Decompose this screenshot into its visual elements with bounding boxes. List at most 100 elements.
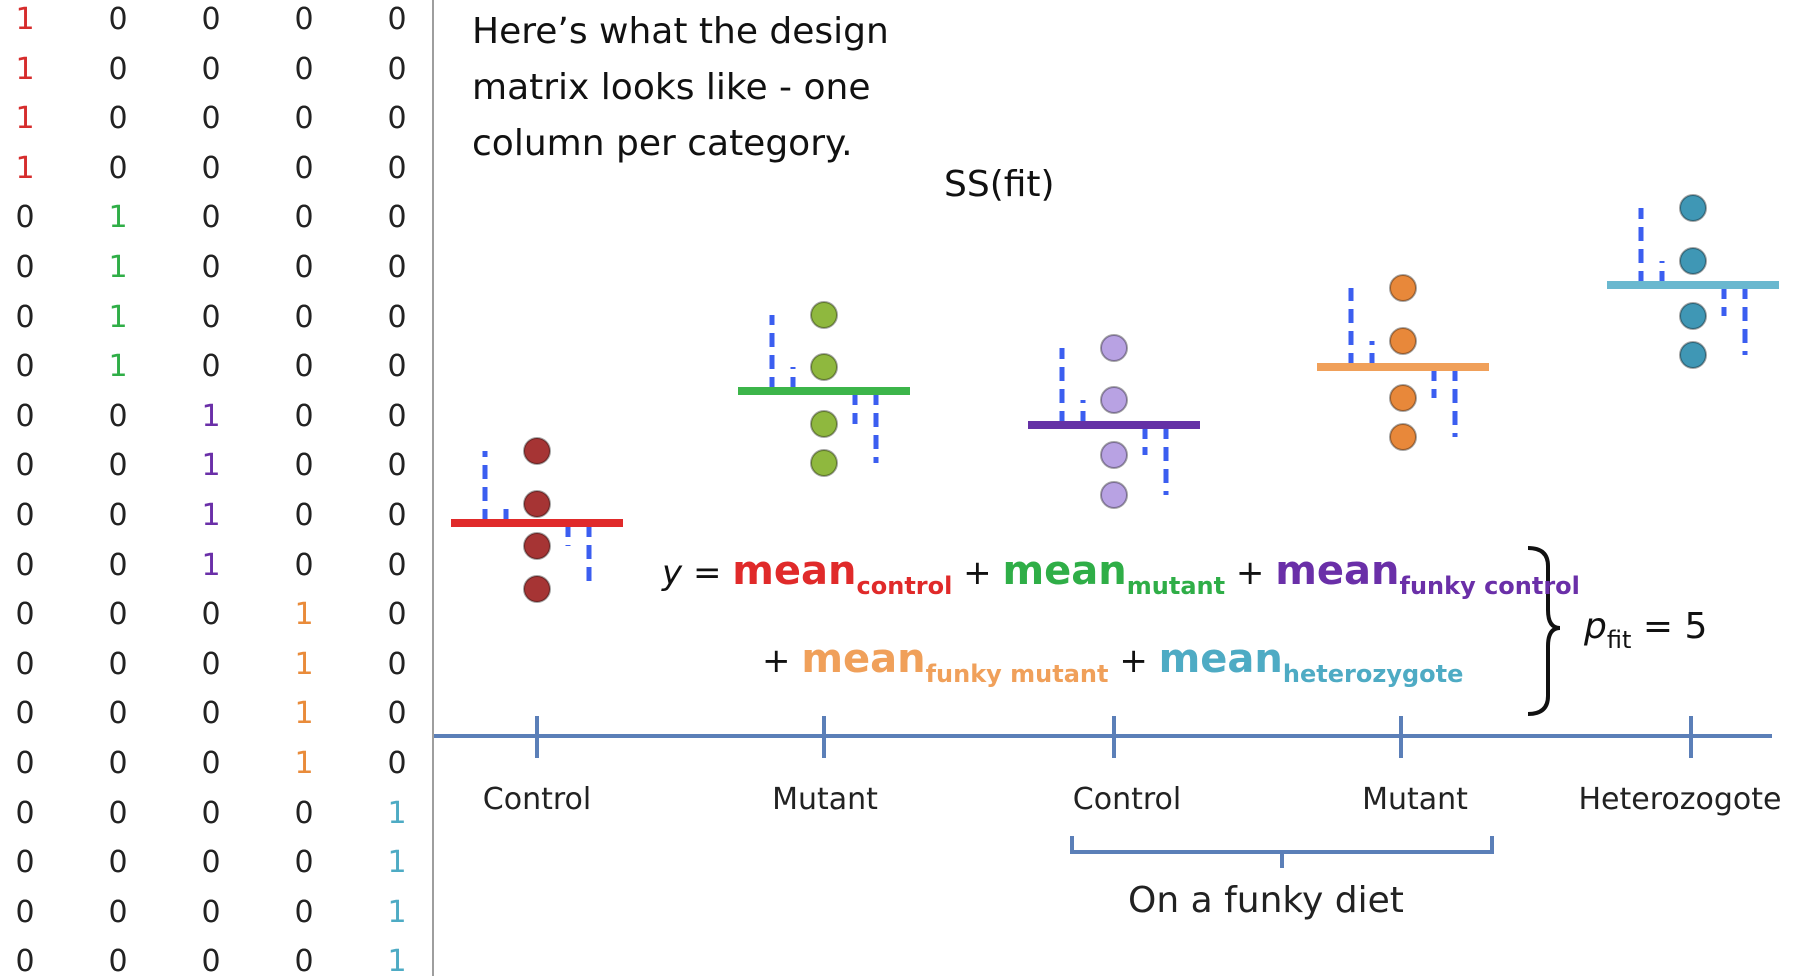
matrix-cell: 0	[294, 200, 314, 236]
matrix-cell: 1	[387, 894, 407, 930]
matrix-cell: 0	[387, 2, 407, 37]
x-label-mutant: Mutant	[772, 782, 878, 817]
matrix-cell: 0	[15, 696, 35, 732]
matrix-cell: 0	[201, 200, 221, 236]
matrix-cell: 0	[15, 200, 35, 236]
x-label-funky-control: Control	[1072, 782, 1182, 817]
eq-term-mutant: meanmutant	[1002, 548, 1226, 600]
matrix-cell: 0	[387, 200, 407, 236]
matrix-cell: 0	[201, 51, 221, 87]
matrix-cell: 1	[108, 299, 128, 335]
matrix-cell: 0	[15, 746, 35, 781]
funky-diet-label: On a funky diet	[1128, 880, 1404, 921]
matrix-cell: 1	[294, 746, 314, 781]
eq-plus-1: +	[963, 553, 992, 593]
matrix-cell: 1	[108, 250, 128, 285]
matrix-cell: 0	[387, 448, 407, 484]
matrix-cell: 1	[387, 944, 407, 976]
matrix-cell: 0	[108, 547, 128, 583]
data-point	[523, 437, 551, 465]
matrix-cell: 0	[294, 150, 314, 186]
eq-plus-3: +	[762, 641, 791, 681]
matrix-cell: 1	[15, 150, 35, 186]
matrix-cell: 1	[387, 845, 407, 881]
matrix-cell: 0	[201, 696, 221, 732]
matrix-cell: 0	[108, 646, 128, 682]
matrix-cell: 1	[201, 398, 221, 434]
matrix-cell: 0	[387, 398, 407, 434]
matrix-cell: 0	[294, 944, 314, 976]
matrix-cell: 0	[108, 597, 128, 633]
matrix-cell: 0	[294, 398, 314, 434]
matrix-cell: 0	[387, 696, 407, 732]
matrix-cell: 0	[108, 398, 128, 434]
data-point	[810, 301, 838, 329]
equation-line-1: y = meancontrol + meanmutant + meanfunky…	[662, 548, 1580, 600]
matrix-cell: 0	[108, 498, 128, 533]
data-point	[1100, 386, 1128, 414]
matrix-cell: 1	[294, 597, 314, 633]
matrix-cell: 0	[201, 150, 221, 186]
data-point	[810, 410, 838, 438]
design-matrix: 1 0 0 0 0 1 0 0 0 0 1 0 0 0 0 1 0 0 0 0 0 1 0 0 0 0 1 0 0 0 0 1 0 0 0 0 1 0 0 0…	[0, 0, 432, 976]
p-fit-label: pfit = 5	[1584, 606, 1708, 654]
matrix-cell: 0	[201, 349, 221, 385]
matrix-cell: 0	[294, 547, 314, 583]
eq-plus-2: +	[1235, 553, 1265, 593]
matrix-cell: 0	[294, 448, 314, 484]
matrix-cell: 0	[387, 150, 407, 186]
matrix-cell: 0	[15, 646, 35, 682]
data-point	[1679, 341, 1707, 369]
matrix-cell: 0	[387, 250, 407, 285]
matrix-cell: 0	[294, 2, 314, 37]
diet-bracket	[1070, 836, 1494, 868]
data-point	[810, 449, 838, 477]
matrix-cell: 0	[201, 646, 221, 682]
matrix-cell: 0	[294, 894, 314, 930]
matrix-cell: 0	[15, 398, 35, 434]
matrix-cell: 0	[201, 795, 221, 831]
data-point	[810, 353, 838, 381]
matrix-cell: 0	[294, 795, 314, 831]
matrix-cell: 1	[294, 696, 314, 732]
matrix-cell: 0	[201, 299, 221, 335]
matrix-cell: 0	[15, 547, 35, 583]
data-point	[1389, 327, 1417, 355]
matrix-cell: 0	[387, 646, 407, 682]
matrix-cell: 1	[201, 498, 221, 533]
matrix-cell: 0	[387, 597, 407, 633]
matrix-cell: 0	[387, 299, 407, 335]
matrix-cell: 0	[108, 746, 128, 781]
matrix-cell: 0	[15, 894, 35, 930]
matrix-cell: 0	[387, 51, 407, 87]
matrix-cell: 0	[294, 101, 314, 137]
data-point	[1100, 441, 1128, 469]
matrix-cell: 1	[108, 349, 128, 385]
matrix-cell: 0	[15, 795, 35, 831]
matrix-cell: 0	[294, 349, 314, 385]
matrix-cell: 0	[294, 51, 314, 87]
matrix-cell: 0	[108, 696, 128, 732]
matrix-cell: 0	[201, 944, 221, 976]
matrix-cell: 0	[108, 795, 128, 831]
data-point	[523, 532, 551, 560]
eq-y: y	[662, 553, 683, 593]
matrix-cell: 0	[387, 498, 407, 533]
matrix-cell: 0	[387, 746, 407, 781]
matrix-cell: 0	[108, 845, 128, 881]
matrix-cell: 1	[15, 51, 35, 87]
matrix-cell: 0	[201, 746, 221, 781]
eq-term-control: meancontrol	[732, 548, 953, 600]
matrix-cell: 0	[294, 845, 314, 881]
matrix-cell: 0	[15, 448, 35, 484]
data-point	[1100, 481, 1128, 509]
data-point	[1679, 247, 1707, 275]
data-point	[1679, 302, 1707, 330]
matrix-cell: 0	[15, 349, 35, 385]
matrix-cell: 0	[15, 250, 35, 285]
eq-term-heterozygote: meanheterozygote	[1158, 636, 1464, 688]
matrix-cell: 0	[15, 845, 35, 881]
matrix-cell: 0	[294, 299, 314, 335]
slide-caption: Here’s what the design matrix looks like…	[472, 11, 889, 164]
